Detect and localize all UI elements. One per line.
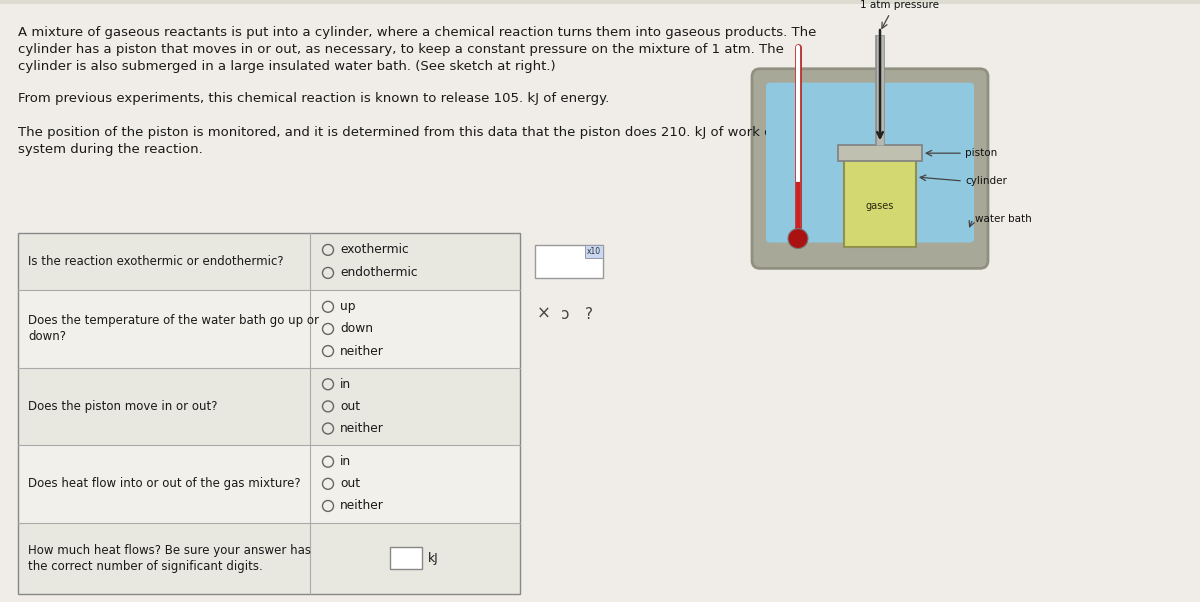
Text: cylinder has a piston that moves in or out, as necessary, to keep a constant pre: cylinder has a piston that moves in or o… [18, 43, 784, 56]
FancyBboxPatch shape [752, 69, 988, 268]
Text: in: in [340, 455, 352, 468]
Bar [838, 145, 922, 161]
Text: Does the temperature of the water bath go up or: Does the temperature of the water bath g… [28, 314, 319, 327]
Text: neither: neither [340, 422, 384, 435]
Bar [18, 523, 520, 594]
Text: up: up [340, 300, 355, 313]
Bar [18, 290, 520, 368]
Text: x10: x10 [587, 247, 601, 256]
Bar [18, 368, 520, 445]
Text: system during the reaction.: system during the reaction. [18, 143, 203, 157]
Bar [844, 157, 916, 246]
Text: the correct number of significant digits.: the correct number of significant digits… [28, 560, 263, 573]
Bar [535, 244, 604, 278]
Text: The position of the piston is monitored, and it is determined from this data tha: The position of the piston is monitored,… [18, 126, 808, 140]
Text: exothermic: exothermic [340, 243, 409, 256]
Text: cylinder: cylinder [965, 176, 1007, 186]
Text: ×: × [538, 305, 551, 323]
Text: endothermic: endothermic [340, 267, 418, 279]
Text: Does heat flow into or out of the gas mixture?: Does heat flow into or out of the gas mi… [28, 477, 301, 491]
Text: Is the reaction exothermic or endothermic?: Is the reaction exothermic or endothermi… [28, 255, 283, 268]
Text: piston: piston [965, 148, 997, 158]
Bar [390, 547, 422, 569]
Bar [18, 232, 520, 594]
Bar [18, 445, 520, 523]
Circle shape [788, 229, 808, 249]
Text: out: out [340, 477, 360, 491]
Text: gases: gases [866, 201, 894, 211]
Text: How much heat flows? Be sure your answer has: How much heat flows? Be sure your answer… [28, 544, 311, 557]
FancyBboxPatch shape [766, 82, 974, 243]
Text: in: in [340, 378, 352, 391]
Text: water bath: water bath [974, 214, 1032, 224]
Text: 1 atm pressure: 1 atm pressure [860, 0, 940, 10]
Text: Does the piston move in or out?: Does the piston move in or out? [28, 400, 217, 413]
Text: ?: ? [586, 306, 593, 321]
Text: down: down [340, 323, 373, 335]
Text: From previous experiments, this chemical reaction is known to release 105. kJ of: From previous experiments, this chemical… [18, 92, 610, 105]
Text: out: out [340, 400, 360, 413]
Text: kJ: kJ [428, 552, 439, 565]
Bar [586, 244, 604, 258]
Bar [18, 232, 520, 290]
Text: neither: neither [340, 500, 384, 512]
Text: A mixture of gaseous reactants is put into a cylinder, where a chemical reaction: A mixture of gaseous reactants is put in… [18, 26, 816, 39]
Text: cylinder is also submerged in a large insulated water bath. (See sketch at right: cylinder is also submerged in a large in… [18, 60, 556, 73]
Text: ↄ: ↄ [562, 306, 569, 321]
Text: down?: down? [28, 330, 66, 343]
Text: neither: neither [340, 344, 384, 358]
